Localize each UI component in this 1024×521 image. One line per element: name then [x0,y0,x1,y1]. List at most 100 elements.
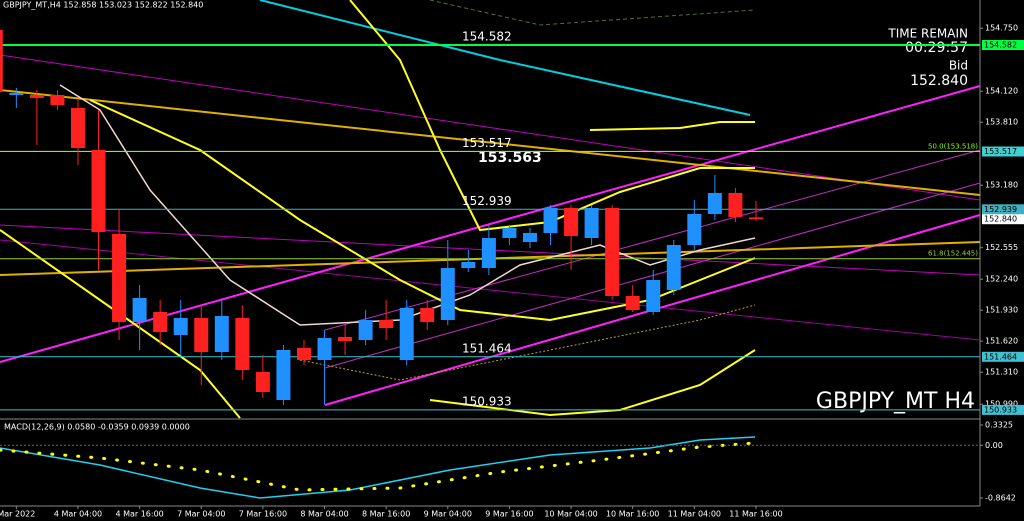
candle-body [522,233,537,242]
price-note: 153.563 [478,150,542,166]
y-tick-label: 151.620 [985,337,1018,346]
price-tag-label: 152.939 [984,205,1017,214]
channel-line [324,182,981,369]
bollinger-band [589,121,755,131]
candle-body [296,348,311,360]
candle-body [687,214,702,245]
candle-body [748,217,763,220]
price-tag-label: 150.933 [984,405,1017,414]
candle-body [91,150,106,232]
candle-body [0,30,3,92]
bid-price: 152.840 [910,73,968,89]
candle-body [707,193,722,214]
candle-body [9,93,24,95]
trend-line [0,89,981,196]
level-label: 151.464 [462,341,512,355]
candle-body [399,308,414,360]
x-tick-label: 7 Mar 04:00 [177,510,225,519]
x-tick-label: 9 Mar 16:00 [485,510,533,519]
moving-average [59,84,756,326]
y-tick-label: 152.240 [985,275,1018,284]
x-tick-label: 4 Mar 04:00 [54,510,102,519]
moving-average [429,0,756,26]
candle-body [461,262,476,268]
price-tag [982,351,1024,362]
candle-body [440,268,455,320]
price-tag-label: 153.517 [984,147,1017,156]
price-tag-label: 151.464 [984,352,1017,361]
y-tick-label: 150.990 [985,400,1018,409]
candle-body [173,318,188,335]
candle-body [214,316,229,352]
x-tick-label: 11 Mar 16:00 [729,510,782,519]
bollinger-band [0,229,241,419]
x-tick-label: 10 Mar 04:00 [544,510,597,519]
x-tick-label: 7 Mar 16:00 [239,510,287,519]
x-tick-label: 8 Mar 16:00 [362,510,410,519]
price-tag [982,146,1024,157]
level-label: 154.582 [462,30,512,44]
candle-body [584,208,599,238]
macd-line [0,436,756,499]
candle-body [153,312,168,332]
level-label: 153.517 [462,136,512,150]
x-tick-label: 8 Mar 04:00 [300,510,348,519]
moving-average [299,304,756,381]
candle-body [646,280,661,312]
price-tag [982,204,1024,215]
candle-body [481,238,496,268]
price-tag [982,40,1024,50]
candle-body [29,95,44,98]
candle-body [194,318,209,352]
y-tick-label: 154.120 [985,87,1018,96]
candle-body [317,338,332,360]
candle-body [379,320,394,328]
macd-tick-label: 0.3325 [985,420,1013,429]
candle-body [358,320,373,340]
x-tick-label: 11 Mar 04:00 [668,510,721,519]
x-tick-label: 9 Mar 04:00 [424,510,472,519]
price-tag [982,404,1024,415]
y-tick-label: 151.310 [985,368,1018,377]
candle-body [235,318,250,370]
bid-caption: Bid [949,59,968,73]
macd-signal [0,441,757,492]
fib-label: 50.0(153.518) [928,142,978,150]
trend-line [0,239,981,341]
y-tick-label: 151.930 [985,306,1018,315]
candle-body [112,234,127,322]
bid-tag [982,214,1024,225]
candle-body [338,337,353,341]
macd-tick-label: -0.8642 [985,494,1016,503]
trend-line [0,54,981,201]
candle-body [502,228,517,238]
time-left: 00:29:57 [905,40,968,56]
bid-tag-label: 152.840 [984,215,1017,224]
candle-body [605,208,620,296]
candle-body [564,208,579,236]
y-tick-label: 153.810 [985,118,1018,127]
candle-body [132,298,147,322]
macd-tick-label: 0.00 [985,441,1003,450]
channel-line [324,149,981,331]
y-tick-label: 152.555 [985,243,1018,252]
level-label: 150.933 [462,394,512,408]
y-tick-label: 153.180 [985,181,1018,190]
time-caption: TIME REMAIN [887,27,968,41]
candle-body [255,372,270,392]
moving-average [259,0,751,116]
candle-body [276,350,291,400]
x-tick-label: 4 Mar 16:00 [115,510,163,519]
candle-body [543,208,558,233]
y-tick-label: 154.750 [985,24,1018,33]
candle-body [666,245,681,290]
chart-title: GBPJPY_MT,H4 152.858 153.023 152.822 152… [3,1,203,10]
candle-body [70,108,85,148]
macd-title: MACD(12,26,9) 0.0580 -0.0359 0.0939 0.00… [4,423,190,432]
candle-body [625,296,640,310]
fib-label: 61.8(152.445) [928,250,978,258]
candle-body [50,95,65,105]
x-tick-label: 10 Mar 16:00 [606,510,659,519]
